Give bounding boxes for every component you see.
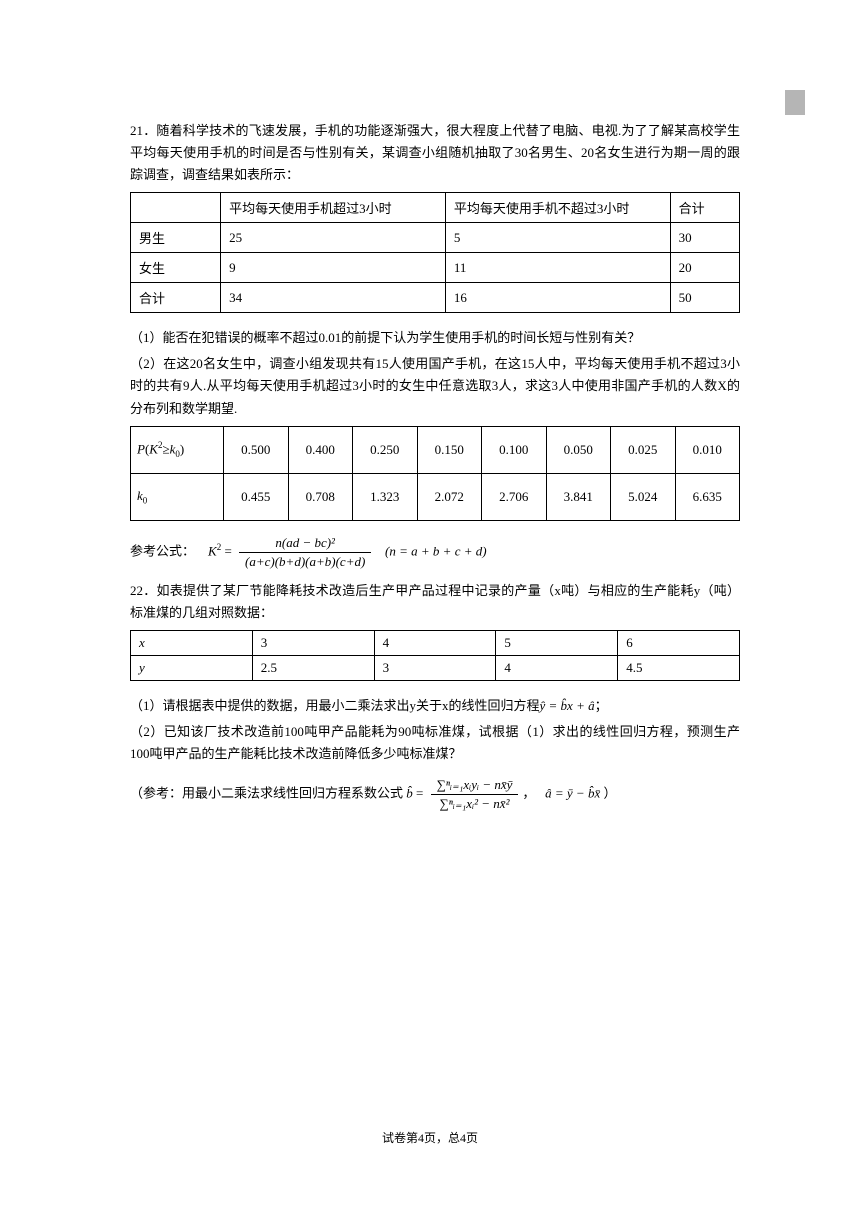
t1-r2c3: 50 [670,283,739,313]
t1-r1c1: 9 [221,253,446,283]
q22-intro: 22．如表提供了某厂节能降耗技术改造后生产甲产品过程中记录的产量（x吨）与相应的… [130,580,740,624]
q22-sub1a: （1）请根据表中提供的数据，用最小二乘法求出y关于x的线性回归方程 [130,698,540,713]
t3-r0c1: 3 [252,630,374,655]
t2-r1c7: 0.010 [675,426,740,473]
t1-r2c0: 合计 [131,283,221,313]
formula-den: (a+c)(b+d)(a+b)(c+d) [239,553,371,570]
ref-comma: ， [522,786,535,801]
formula-label: 参考公式： [130,543,195,558]
t2-r1c2: 0.250 [353,426,418,473]
t1-r1c2: 11 [445,253,670,283]
q22-sub1b: ŷ = b̂x + â [540,698,595,713]
t2-r2c0: 0.455 [224,473,289,520]
t2-r1c0: 0.500 [224,426,289,473]
t3-r0c0: x [131,630,253,655]
t1-r0c1: 25 [221,223,446,253]
q21-intro: 21．随着科学技术的飞速发展，手机的功能逐渐强大，很大程度上代替了电脑、电视.为… [130,120,740,186]
t3-r1c4: 4.5 [618,655,740,680]
q21-table1: 平均每天使用手机超过3小时 平均每天使用手机不超过3小时 合计 男生 25 5 … [130,192,740,313]
exam-page: 21．随着科学技术的飞速发展，手机的功能逐渐强大，很大程度上代替了电脑、电视.为… [0,0,860,1216]
t1-h3: 合计 [670,193,739,223]
t3-r1c1: 2.5 [252,655,374,680]
ref-bhat: b̂ [406,786,413,801]
ref-den: ∑ⁿᵢ₌₁xᵢ² − nx̄² [431,795,519,812]
t1-r0c0: 男生 [131,223,221,253]
t1-r1c3: 20 [670,253,739,283]
t1-h1: 平均每天使用手机超过3小时 [221,193,446,223]
q22-sub1: （1）请根据表中提供的数据，用最小二乘法求出y关于x的线性回归方程ŷ = b̂x… [130,695,740,717]
t1-h2: 平均每天使用手机不超过3小时 [445,193,670,223]
ref-ahat: â = ȳ − b̂x̄ [545,786,600,801]
q22-sub1c: ； [595,698,608,713]
t1-h0 [131,193,221,223]
t1-r0c2: 5 [445,223,670,253]
ref-a: （参考：用最小二乘法求线性回归方程系数公式 [130,786,403,801]
t3-r1c2: 3 [374,655,496,680]
t1-r1c0: 女生 [131,253,221,283]
t3-r1c3: 4 [496,655,618,680]
t2-r1c1: 0.400 [288,426,353,473]
t2-r1c4: 0.100 [482,426,547,473]
t3-r0c2: 4 [374,630,496,655]
q21-sub1: （1）能否在犯错误的概率不超过0.01的前提下认为学生使用手机的时间长短与性别有… [130,327,740,349]
ref-num: ∑ⁿᵢ₌₁xᵢyᵢ − nx̄ȳ [431,777,519,795]
ref-close: ） [603,786,616,801]
q22-table: x 3 4 5 6 y 2.5 3 4 4.5 [130,630,740,681]
formula-tail: (n = a + b + c + d) [385,543,487,558]
t2-r1c6: 0.025 [611,426,676,473]
q21-sub2: （2）在这20名女生中，调查小组发现共有15人使用国产手机，在这15人中，平均每… [130,353,740,419]
t2-r2c5: 3.841 [546,473,611,520]
q22-formula: （参考：用最小二乘法求线性回归方程系数公式 b̂ = ∑ⁿᵢ₌₁xᵢyᵢ − n… [130,777,740,812]
formula-K: K [208,543,217,558]
t2-r2c2: 1.323 [353,473,418,520]
t2-r2c6: 5.024 [611,473,676,520]
t2-r1c5: 0.050 [546,426,611,473]
t2-r2c3: 2.072 [417,473,482,520]
q21-table2: P(K2≥k0) 0.500 0.400 0.250 0.150 0.100 0… [130,426,740,521]
t2-r2c1: 0.708 [288,473,353,520]
t2-r2c7: 6.635 [675,473,740,520]
t3-r0c3: 5 [496,630,618,655]
t2-r1-label: P(K2≥k0) [131,426,224,473]
t1-r0c3: 30 [670,223,739,253]
t3-r1c0: y [131,655,253,680]
page-footer: 试卷第4页，总4页 [0,1129,860,1146]
q22-sub2: （2）已知该厂技术改造前100吨甲产品能耗为90吨标准煤，试根据（1）求出的线性… [130,721,740,765]
t2-r2c4: 2.706 [482,473,547,520]
t1-r2c1: 34 [221,283,446,313]
corner-mark [785,90,805,115]
t1-r2c2: 16 [445,283,670,313]
t3-r0c4: 6 [618,630,740,655]
formula-num: n(ad − bc)² [239,535,371,553]
q21-formula: 参考公式： K2 = n(ad − bc)² (a+c)(b+d)(a+b)(c… [130,535,740,570]
t2-r1c3: 0.150 [417,426,482,473]
t2-r2-label: k0 [131,473,224,520]
